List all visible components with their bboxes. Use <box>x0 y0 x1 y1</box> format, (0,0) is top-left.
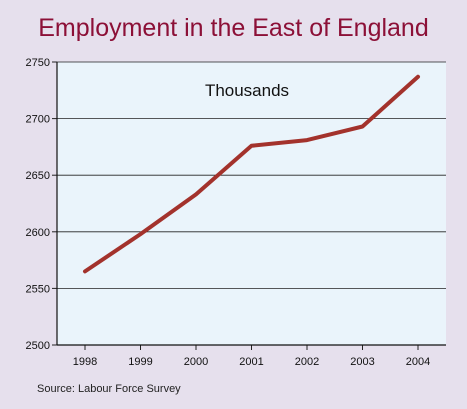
x-tick-label: 2001 <box>239 356 263 368</box>
x-axis-ticks: 1998 1999 2000 2001 2002 2003 2004 <box>73 345 430 368</box>
x-tick-label: 1999 <box>128 356 152 368</box>
source-note: Source: Labour Force Survey <box>37 383 181 395</box>
x-tick-label: 2003 <box>350 356 374 368</box>
x-tick-label: 2000 <box>184 356 208 368</box>
y-tick-label: 2700 <box>26 114 50 126</box>
x-tick-label: 2002 <box>295 356 319 368</box>
y-tick-label: 2750 <box>26 57 50 69</box>
y-tick-label: 2600 <box>26 227 50 239</box>
chart-title: Employment in the East of England <box>38 14 429 42</box>
y-tick-label: 2550 <box>26 283 50 295</box>
y-axis-ticks: 2500 2550 2600 2650 2700 2750 <box>26 57 57 352</box>
x-tick-label: 1998 <box>73 356 97 368</box>
x-tick-label: 2004 <box>406 356 430 368</box>
unit-label: Thousands <box>205 81 289 100</box>
gridlines <box>57 61 446 289</box>
axes <box>56 62 446 346</box>
series-line <box>83 74 420 274</box>
y-tick-label: 2500 <box>26 340 50 352</box>
y-tick-label: 2650 <box>26 170 50 182</box>
